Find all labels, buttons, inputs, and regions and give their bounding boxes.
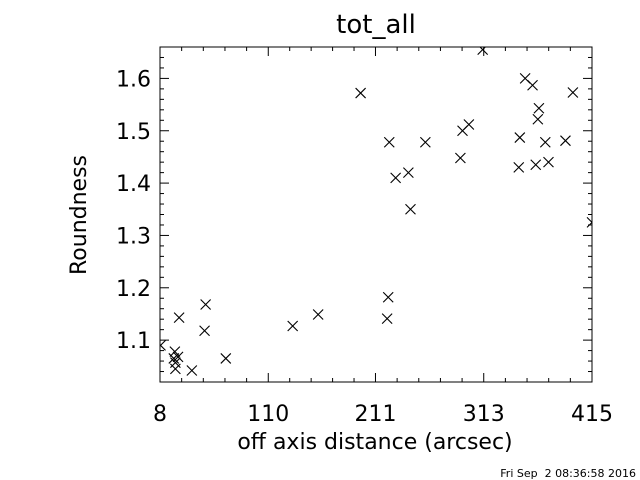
data-point [560, 135, 571, 147]
data-point [463, 119, 475, 130]
y-tick-label: 1.5 [116, 120, 151, 145]
data-point [382, 291, 394, 303]
data-point [539, 136, 551, 148]
x-tick-label: 8 [153, 402, 167, 427]
data-point [530, 159, 542, 171]
data-point [186, 365, 198, 376]
x-axis-tick-labels: 8 110 211 313 415 [153, 402, 613, 427]
x-tick-label: 313 [463, 402, 505, 427]
y-axis-label: Roundness [67, 155, 92, 275]
chart-title: tot_all [336, 10, 416, 40]
plot-frame [159, 46, 593, 383]
y-tick-label: 1.4 [116, 172, 151, 197]
data-point [383, 136, 395, 148]
data-point [454, 152, 466, 164]
data-point [381, 313, 393, 325]
x-axis-ticks [159, 47, 593, 382]
data-point [402, 167, 414, 179]
y-tick-label: 1.1 [116, 329, 151, 354]
y-axis-tick-labels: 1.1 1.2 1.3 1.4 1.5 1.6 [116, 67, 151, 354]
data-point [527, 79, 538, 91]
x-axis-label: off axis distance (arcsec) [237, 430, 512, 455]
data-point [170, 363, 181, 375]
y-tick-label: 1.2 [116, 277, 151, 302]
data-points [160, 47, 592, 376]
x-tick-label: 415 [571, 402, 613, 427]
data-point [169, 346, 181, 358]
data-point [405, 203, 416, 215]
data-point [172, 351, 184, 363]
data-point [477, 47, 489, 56]
data-point [586, 216, 592, 228]
data-point [199, 325, 210, 337]
x-tick-label: 110 [247, 402, 289, 427]
data-point [173, 312, 185, 324]
data-point [355, 87, 366, 99]
data-point [220, 353, 232, 364]
data-point [514, 132, 526, 143]
data-point [532, 113, 544, 125]
data-point [200, 299, 212, 310]
data-point [513, 162, 525, 173]
data-point [160, 339, 166, 351]
y-tick-label: 1.6 [116, 67, 151, 92]
data-point [312, 309, 324, 320]
data-point [543, 156, 554, 168]
data-point [419, 136, 431, 148]
data-point [533, 102, 545, 114]
data-point [567, 87, 579, 98]
data-point [287, 320, 299, 332]
data-point [390, 172, 402, 184]
y-tick-label: 1.3 [116, 224, 151, 249]
y-axis-ticks [160, 46, 592, 373]
timestamp: Fri Sep 2 08:36:58 2016 [500, 467, 636, 480]
data-point [168, 353, 180, 364]
x-tick-label: 211 [354, 402, 396, 427]
